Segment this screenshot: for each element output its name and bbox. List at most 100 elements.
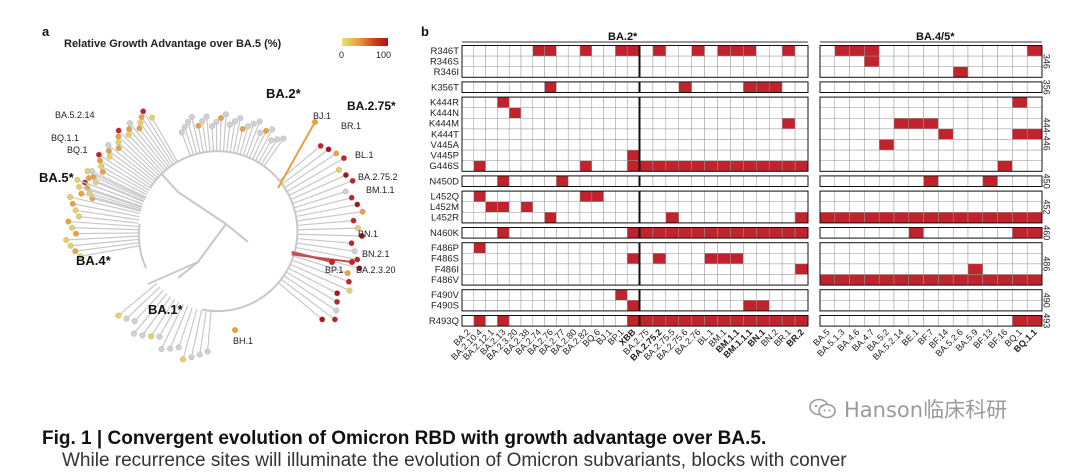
mutation-cell [653,264,666,275]
mutation-cell [909,316,924,327]
tree-branch [298,234,362,236]
mutation-cell [615,275,627,286]
mutation-cell [604,253,616,264]
mutation-cell-present [627,316,639,327]
mutation-cell [782,176,795,187]
tree-tip-node [189,354,195,360]
tree-tip-node [73,208,79,214]
mutation-cell [730,202,743,213]
mutation-cell [604,161,616,172]
mutation-cell [909,264,924,275]
mutation-cell [705,108,718,119]
mutation-cell-present [743,316,756,327]
mutation-cell [820,150,835,161]
clade-label-ba2: BA.2* [266,86,302,101]
tree-tip-node [73,231,79,237]
tree-tip-node [149,115,155,121]
mutation-cell [864,176,879,187]
mutation-cell-present [850,46,865,57]
mutation-cell [795,253,808,264]
mutation-cell-present [486,202,498,213]
mutation-cell [679,140,692,151]
mutation-cell [580,176,592,187]
mutation-cell [850,150,865,161]
mutation-cell [968,56,983,67]
tree-tip-node [334,299,340,305]
mutation-cell [1012,67,1027,78]
mutation-cell [692,56,705,67]
mutation-cell [666,176,679,187]
mutation-cell [474,300,486,311]
tree-tip-node [132,318,138,324]
mutation-cell-present [580,191,592,202]
mutation-cell [743,97,756,108]
mutation-cell [953,253,968,264]
mutation-cell [568,176,580,187]
mutation-cell [521,264,533,275]
mutation-cell [909,140,924,151]
mutation-cell-present [756,161,769,172]
mutation-cell [556,212,568,223]
mutation-cell [909,191,924,202]
mutation-cell [679,275,692,286]
mutation-cell [640,56,653,67]
mutation-cell [486,67,498,78]
tree-branch [282,280,335,320]
mutation-cell [615,56,627,67]
mutation-cell [568,253,580,264]
mutation-cell [820,228,835,239]
mutation-cell [835,300,850,311]
mutation-cell-present [953,67,968,78]
mutation-cell [462,97,474,108]
site-label: 450 [1042,174,1052,189]
mutation-cell [556,150,568,161]
mutation-cell [938,300,953,311]
mutation-cell [705,243,718,254]
tree-tip-node [140,333,146,339]
mutation-cell [953,228,968,239]
mutation-cell [1027,253,1042,264]
mutation-cell [782,202,795,213]
tip-label: BA.2.75.2 [358,172,398,182]
mutation-cell [850,140,865,151]
mutation-cell [953,46,968,57]
mutation-cell-present [894,118,909,129]
mutation-cell [679,290,692,301]
mutation-cell-present [718,161,731,172]
mutation-cell [568,243,580,254]
mutation-cell [692,275,705,286]
mutation-cell [909,97,924,108]
tree-tip-node [214,119,220,125]
mutation-cell [924,243,939,254]
mutation-cell [718,264,731,275]
tree-tip-node [97,158,103,164]
mutation-cell [924,129,939,140]
mutation-cell [879,191,894,202]
mutation-cell [795,82,808,93]
mutation-cell [953,300,968,311]
mutation-cell [924,161,939,172]
tree-branch [287,158,344,191]
mutation-cell [718,108,731,119]
mutation-cell [474,46,486,57]
mutation-cell-present [782,46,795,57]
mutation-cell [718,176,731,187]
mutation-cell [894,202,909,213]
mutation-cell [968,150,983,161]
mutation-cell [894,150,909,161]
mutation-cell [795,191,808,202]
tree-tip-node [116,313,122,319]
mutation-cell [924,150,939,161]
mutation-cell [486,161,498,172]
mutation-cell [730,67,743,78]
mutation-cell [666,264,679,275]
mutation-cell [756,176,769,187]
mutation-cell [743,150,756,161]
tree-tip-node [350,178,356,184]
mutation-cell [756,129,769,140]
mutation-cell [909,161,924,172]
mutation-cell [556,264,568,275]
mutation-cell [533,290,545,301]
mutation-cell-present [627,300,639,311]
row-label: N450D [429,176,459,187]
